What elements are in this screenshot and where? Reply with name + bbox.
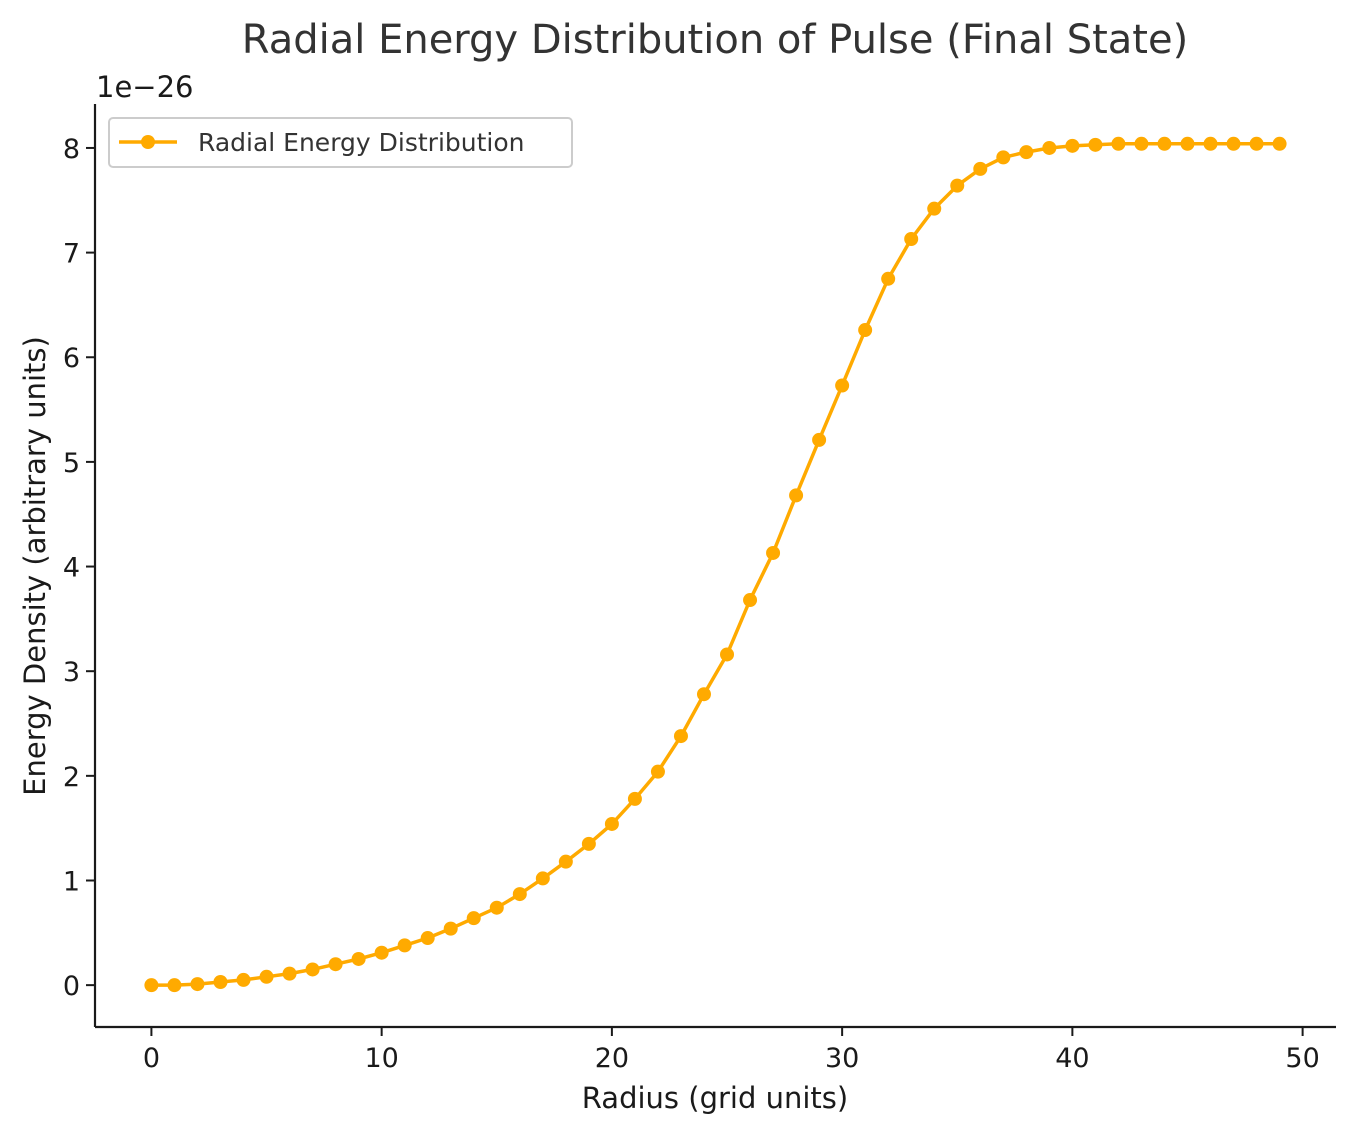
data-point: [904, 231, 919, 246]
data-point: [397, 938, 412, 953]
data-point: [604, 816, 619, 831]
data-point: [1272, 136, 1287, 151]
data-point: [950, 178, 965, 193]
data-point: [328, 957, 343, 972]
data-point: [236, 972, 251, 987]
data-point: [1203, 136, 1218, 151]
y-tick-label: 0: [63, 971, 80, 1002]
data-point: [558, 854, 573, 869]
data-point: [1019, 145, 1034, 160]
data-point: [1226, 136, 1241, 151]
x-tick-label: 40: [1055, 1043, 1089, 1074]
data-point: [627, 791, 642, 806]
legend: Radial Energy Distribution: [108, 117, 573, 168]
y-tick-label: 3: [63, 657, 80, 688]
data-point: [1249, 136, 1264, 151]
x-tick-label: 30: [825, 1043, 859, 1074]
legend-marker-swatch: [141, 135, 155, 149]
legend-label: Radial Energy Distribution: [198, 128, 525, 157]
data-point: [144, 978, 159, 993]
x-tick-label: 20: [595, 1043, 629, 1074]
data-point: [466, 911, 481, 926]
data-point: [673, 729, 688, 744]
x-axis-label: Radius (grid units): [582, 1081, 848, 1115]
data-point: [443, 921, 458, 936]
data-point: [1111, 136, 1126, 151]
data-point: [1088, 137, 1103, 152]
x-tick-label: 0: [143, 1043, 160, 1074]
data-point: [213, 975, 228, 990]
y-tick-label: 1: [63, 866, 80, 897]
y-offset-label: 1e−26: [96, 70, 194, 104]
chart-title: Radial Energy Distribution of Pulse (Fin…: [242, 17, 1188, 63]
data-point: [581, 836, 596, 851]
data-point: [167, 978, 182, 993]
data-point: [1134, 136, 1149, 151]
y-tick-label: 4: [63, 553, 80, 584]
data-point: [1065, 138, 1080, 153]
data-point: [720, 647, 735, 662]
data-point: [1180, 136, 1195, 151]
x-tick-label: 10: [364, 1043, 398, 1074]
y-tick-label: 2: [63, 762, 80, 793]
data-point: [766, 545, 781, 560]
data-point: [858, 323, 873, 338]
legend-box: [108, 117, 573, 168]
y-tick-label: 7: [63, 239, 80, 270]
data-point: [996, 150, 1011, 165]
data-point: [789, 488, 804, 503]
series-line: [151, 142, 1280, 987]
data-point: [650, 764, 665, 779]
data-point: [881, 271, 896, 286]
data-point: [927, 201, 942, 216]
data-point: [835, 378, 850, 393]
x-tick-label: 50: [1285, 1043, 1319, 1074]
data-point: [1157, 136, 1172, 151]
data-point: [743, 593, 758, 608]
data-point: [305, 962, 320, 977]
series-layer: [144, 136, 1287, 993]
y-axis-label: Energy Density (arbitrary units): [18, 336, 52, 796]
data-point: [282, 966, 297, 981]
data-point: [351, 951, 366, 966]
data-point: [535, 871, 550, 886]
data-point: [973, 161, 988, 176]
y-tick-label: 6: [63, 343, 80, 374]
data-point: [259, 969, 274, 984]
data-point: [812, 432, 827, 447]
data-point: [1042, 140, 1057, 155]
data-point: [489, 900, 504, 915]
y-tick-label: 5: [63, 448, 80, 479]
data-point: [696, 687, 711, 702]
y-tick-label: 8: [63, 134, 80, 165]
data-point: [512, 887, 527, 902]
data-point: [374, 945, 389, 960]
data-point: [190, 977, 205, 992]
tick-marks: [86, 146, 1304, 1036]
data-point: [420, 931, 435, 946]
